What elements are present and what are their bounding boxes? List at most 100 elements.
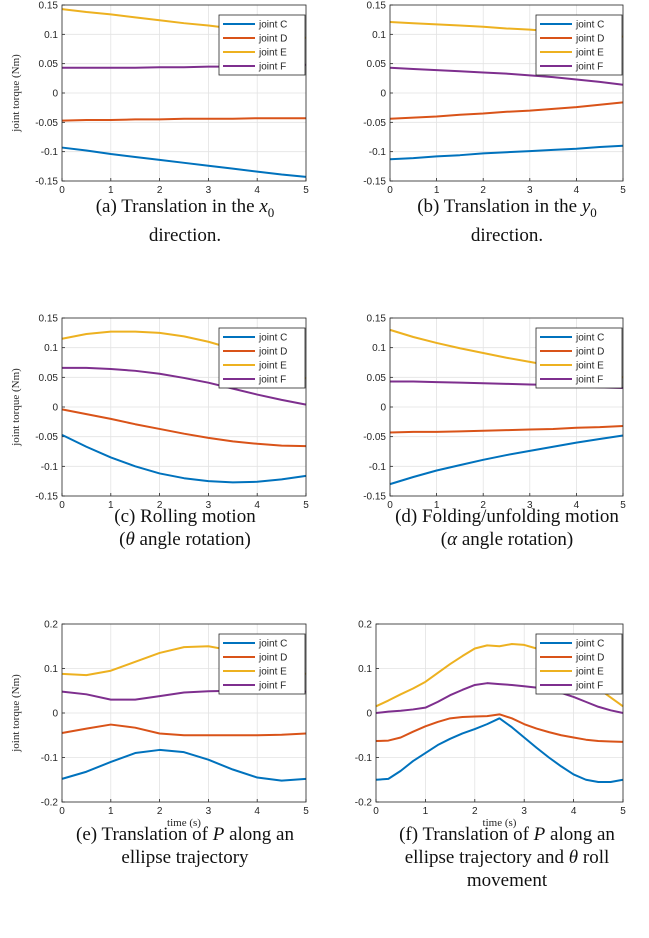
legend-entry: joint E xyxy=(575,48,604,59)
series-line-joint-f xyxy=(375,682,624,714)
y-tick-label: -0.2 xyxy=(355,798,373,809)
legend-entry: joint D xyxy=(575,653,604,664)
y-tick-label: 0 xyxy=(366,709,372,720)
series-line-joint-f xyxy=(62,366,307,406)
legend-entry: joint C xyxy=(575,639,604,650)
axes-box xyxy=(389,4,624,182)
series-line-joint-d xyxy=(61,117,306,122)
series-line-joint-c xyxy=(61,146,307,178)
legend-entry: joint F xyxy=(575,375,603,386)
legend-entry: joint D xyxy=(575,347,604,358)
legend-entry: joint E xyxy=(258,667,287,678)
x-tick-label: 1 xyxy=(108,806,114,817)
legend-entry: joint E xyxy=(575,667,604,678)
x-tick-label: 4 xyxy=(574,185,580,196)
y-tick-label: -0.1 xyxy=(41,147,59,158)
x-tick-label: 3 xyxy=(527,500,533,511)
x-tick-label: 2 xyxy=(480,185,486,196)
y-tick-label: 0 xyxy=(380,89,386,100)
x-tick-label: 5 xyxy=(303,185,309,196)
chart-panel-3: 0 1 2 3 4 5 -0.15 -0.1 -0.05 0 0.05 0.1 0.15 joint to… xyxy=(10,314,309,512)
legend-entry: joint F xyxy=(575,681,603,692)
caption-f: (f) Translation of P along an ellipse tra… xyxy=(399,824,615,891)
caption-b: (b) Translation in the y0 direction. xyxy=(417,196,597,246)
y-tick-label: 0.2 xyxy=(358,620,372,631)
axes-box xyxy=(389,317,624,497)
y-tick-label: 0 xyxy=(380,403,386,414)
y-tick-label: -0.15 xyxy=(363,177,386,188)
x-tick-label: 5 xyxy=(303,500,309,511)
x-tick-label: 2 xyxy=(157,806,163,817)
series-line-joint-c xyxy=(389,434,624,486)
series-line-joint-c xyxy=(375,717,624,783)
y-tick-label: -0.05 xyxy=(363,118,386,129)
x-tick-label: 4 xyxy=(571,806,577,817)
x-tick-label: 3 xyxy=(206,500,212,511)
series-line-joint-c xyxy=(61,433,307,484)
legend-entry: joint F xyxy=(258,681,286,692)
y-tick-label: -0.1 xyxy=(41,462,59,473)
y-tick-label: -0.1 xyxy=(369,147,387,158)
x-tick-label: 3 xyxy=(206,806,212,817)
y-axis-label: joint torque (Nm) xyxy=(10,674,22,753)
x-tick-label: 5 xyxy=(303,806,309,817)
y-tick-label: 0.15 xyxy=(39,1,59,12)
x-tick-label: 0 xyxy=(387,185,393,196)
x-axis-label: time (s) xyxy=(483,817,517,829)
caption-a: (a) Translation in the x0 direction. xyxy=(95,196,275,246)
x-tick-label: 1 xyxy=(423,806,429,817)
axes-box xyxy=(61,317,307,497)
x-tick-label: 3 xyxy=(206,185,212,196)
x-tick-label: 1 xyxy=(434,185,440,196)
x-tick-label: 2 xyxy=(157,185,163,196)
x-tick-label: 1 xyxy=(108,185,114,196)
y-tick-label: 0.05 xyxy=(367,59,387,70)
legend-entry: joint F xyxy=(258,375,286,386)
x-tick-label: 0 xyxy=(387,500,393,511)
y-axis-label: joint torque (Nm) xyxy=(10,54,22,133)
legend: joint C joint D joint E joint F xyxy=(218,14,306,76)
y-axis-label: joint torque (Nm) xyxy=(10,368,22,447)
x-tick-label: 2 xyxy=(472,806,478,817)
x-tick-label: 5 xyxy=(620,806,626,817)
y-tick-label: 0.05 xyxy=(39,59,59,70)
x-tick-label: 2 xyxy=(480,500,486,511)
x-tick-label: 4 xyxy=(254,500,260,511)
legend-entry: joint D xyxy=(575,34,604,45)
legend: joint C joint D joint E joint F xyxy=(535,14,623,76)
y-tick-label: 0.05 xyxy=(367,373,387,384)
y-tick-label: 0.05 xyxy=(39,373,59,384)
legend-entry: joint F xyxy=(258,62,286,73)
y-tick-label: 0.15 xyxy=(367,1,387,12)
y-tick-label: 0.15 xyxy=(367,314,387,325)
legend-entry: joint C xyxy=(258,333,287,344)
x-tick-label: 5 xyxy=(620,500,626,511)
y-tick-label: 0 xyxy=(52,89,58,100)
y-tick-label: -0.15 xyxy=(363,492,386,503)
legend: joint C joint D joint E joint F xyxy=(535,633,623,695)
legend-entry: joint D xyxy=(258,347,287,358)
series-line-joint-c xyxy=(61,748,307,782)
x-tick-label: 0 xyxy=(373,806,379,817)
caption-c: (c) Rolling motion (θ angle rotation) xyxy=(114,506,256,550)
caption-e: (e) Translation of P along an ellipse tra… xyxy=(76,824,294,868)
legend-entry: joint E xyxy=(575,361,604,372)
series-line-joint-d xyxy=(61,723,307,737)
y-tick-label: -0.1 xyxy=(369,462,387,473)
legend: joint C joint D joint E joint F xyxy=(535,327,623,389)
x-tick-label: 0 xyxy=(59,806,65,817)
legend-entry: joint C xyxy=(575,20,604,31)
y-tick-label: 0.1 xyxy=(372,30,386,41)
chart-panel-5: 0 1 2 3 4 5 -0.2 -0.1 0 0.1 0.2 joint torque (Nm) ti… xyxy=(10,620,309,830)
y-tick-label: 0.1 xyxy=(372,343,386,354)
x-tick-label: 4 xyxy=(254,185,260,196)
y-tick-label: -0.1 xyxy=(41,753,59,764)
x-tick-label: 1 xyxy=(434,500,440,511)
y-tick-label: -0.2 xyxy=(41,798,59,809)
chart-panel-1: 0 1 2 3 4 5 -0.15 -0.1 -0.05 0 0.05 0.1 0.15 joint to… xyxy=(10,1,309,197)
series-line-joint-f xyxy=(389,66,624,86)
legend-entry: joint C xyxy=(575,333,604,344)
y-tick-label: 0 xyxy=(52,403,58,414)
